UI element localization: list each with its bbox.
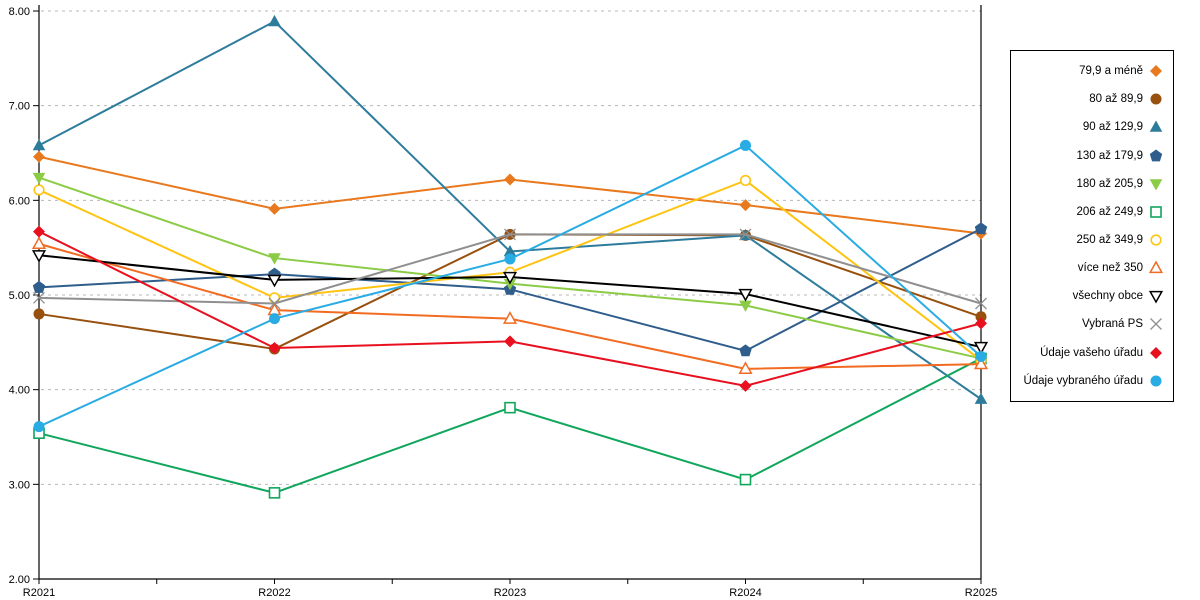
chart-legend: 79,9 a méně 80 až 89,9 90 až 129,9 130 a… — [1010, 50, 1174, 402]
legend-label: 79,9 a méně — [1079, 65, 1143, 78]
legend-marker-icon — [1150, 346, 1162, 359]
legend-label: 130 až 179,9 — [1076, 149, 1143, 162]
legend-label: 80 až 89,9 — [1089, 93, 1143, 106]
legend-label: Vybraná PS — [1082, 318, 1143, 331]
svg-text:5.00: 5.00 — [9, 290, 30, 302]
legend-marker-icon — [1150, 206, 1162, 218]
legend-item: 90 až 129,9 — [1020, 119, 1164, 135]
legend-marker-icon — [1149, 178, 1163, 191]
legend-item: 130 až 179,9 — [1020, 148, 1164, 164]
legend-label: Údaje vybraného úřadu — [1023, 374, 1143, 387]
svg-text:8.00: 8.00 — [9, 6, 30, 18]
svg-text:7.00: 7.00 — [9, 101, 30, 113]
legend-item: 180 až 205,9 — [1020, 176, 1164, 192]
svg-text:4.00: 4.00 — [9, 385, 30, 397]
legend-marker-icon — [1150, 65, 1162, 78]
svg-text:R2021: R2021 — [23, 587, 55, 599]
svg-text:R2024: R2024 — [729, 587, 761, 599]
svg-text:6.00: 6.00 — [9, 195, 30, 207]
legend-label: 250 až 349,9 — [1076, 234, 1143, 247]
legend-item: 80 až 89,9 — [1020, 91, 1164, 107]
svg-text:3.00: 3.00 — [9, 479, 30, 491]
legend-label: více než 350 — [1077, 262, 1143, 275]
svg-text:R2025: R2025 — [965, 587, 997, 599]
legend-label: Údaje vašeho úřadu — [1040, 346, 1143, 359]
legend-label: 180 až 205,9 — [1076, 177, 1143, 190]
legend-label: 90 až 129,9 — [1082, 121, 1143, 134]
svg-text:R2022: R2022 — [258, 587, 290, 599]
legend-item: Vybraná PS — [1020, 316, 1164, 332]
legend-item: Údaje vybraného úřadu — [1020, 373, 1164, 389]
legend-marker-icon — [1148, 291, 1164, 304]
legend-item: Údaje vašeho úřadu — [1020, 345, 1164, 361]
legend-item: 250 až 349,9 — [1020, 232, 1164, 248]
legend-label: 206 až 249,9 — [1076, 205, 1143, 218]
svg-text:R2023: R2023 — [494, 587, 526, 599]
legend-marker-icon — [1150, 318, 1162, 331]
legend-item: 206 až 249,9 — [1020, 204, 1164, 220]
legend-marker-icon — [1149, 149, 1163, 161]
legend-marker-icon — [1150, 375, 1162, 387]
legend-marker-icon — [1148, 260, 1164, 274]
svg-text:2.00: 2.00 — [9, 574, 30, 586]
legend-marker-icon — [1150, 234, 1162, 246]
legend-item: více než 350 — [1020, 260, 1164, 276]
legend-label: všechny obce — [1072, 290, 1143, 303]
legend-item: 79,9 a méně — [1020, 63, 1164, 79]
legend-item: všechny obce — [1020, 288, 1164, 304]
legend-marker-icon — [1150, 93, 1162, 105]
legend-marker-icon — [1149, 120, 1163, 133]
